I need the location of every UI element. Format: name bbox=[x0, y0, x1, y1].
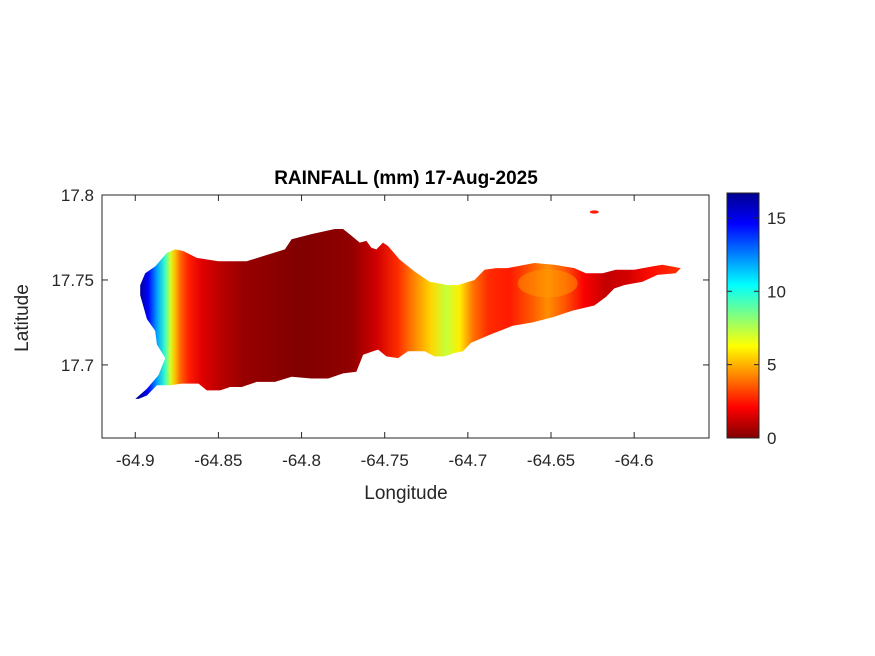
axes-box bbox=[101, 194, 710, 439]
colorbar: 0 5 10 15 bbox=[726, 192, 786, 448]
x-tick-label: -64.6 bbox=[615, 451, 654, 470]
colorbar-ticks: 0 5 10 15 bbox=[727, 209, 786, 448]
colorbar-tick-label: 15 bbox=[767, 209, 786, 228]
plot-area: -64.9 -64.85 -64.8 -64.75 -64.7 -64.65 -64.6 1… bbox=[51, 186, 710, 470]
colorbar-tick-label: 5 bbox=[767, 356, 776, 375]
chart-title: RAINFALL (mm) 17-Aug-2025 bbox=[274, 168, 538, 189]
islet bbox=[589, 210, 599, 214]
y-axis-label: Latitude bbox=[12, 284, 33, 352]
x-tick-label: -64.75 bbox=[361, 451, 409, 470]
x-tick-label: -64.8 bbox=[282, 451, 321, 470]
east-rainfall-hotspot bbox=[517, 269, 578, 298]
y-axis: 17.7 17.75 17.8 bbox=[51, 186, 709, 375]
x-axis-label: Longitude bbox=[364, 483, 447, 504]
y-tick-label: 17.75 bbox=[51, 271, 94, 290]
colorbar-scale bbox=[726, 192, 760, 439]
x-tick-label: -64.65 bbox=[527, 451, 575, 470]
x-axis: -64.9 -64.85 -64.8 -64.75 -64.7 -64.65 -64.6 bbox=[116, 195, 654, 470]
y-tick-label: 17.7 bbox=[61, 356, 94, 375]
x-tick-label: -64.7 bbox=[448, 451, 487, 470]
x-tick-label: -64.9 bbox=[116, 451, 155, 470]
y-tick-label: 17.8 bbox=[61, 186, 94, 205]
colorbar-tick-label: 10 bbox=[767, 282, 786, 301]
x-tick-label: -64.85 bbox=[194, 451, 242, 470]
colorbar-tick-label: 0 bbox=[767, 429, 776, 448]
